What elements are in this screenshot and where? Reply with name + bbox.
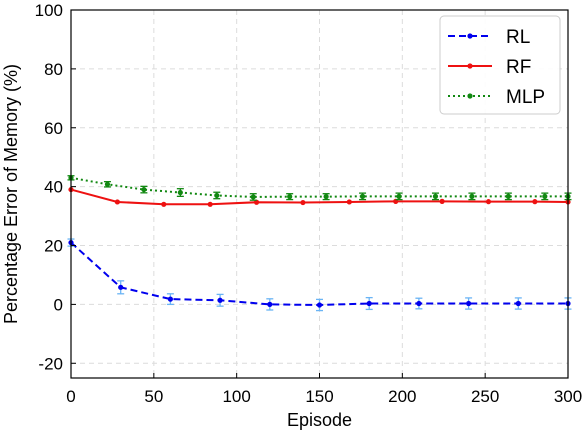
legend-label-rl: RL: [506, 27, 530, 48]
data-point: [505, 193, 511, 199]
legend-marker: [467, 63, 473, 69]
data-point: [323, 194, 329, 200]
data-point: [253, 199, 260, 205]
x-tick-label: 250: [471, 387, 499, 406]
data-point: [207, 201, 213, 207]
legend: RL RF MLP: [439, 15, 561, 115]
x-tick-label: 100: [222, 387, 250, 406]
x-tick-label: 50: [144, 387, 163, 406]
series-line: [70, 188, 569, 206]
data-point: [214, 192, 220, 199]
x-tick-label: 300: [554, 387, 582, 406]
y-tick-label: 100: [35, 1, 63, 20]
x-tick-label: 150: [305, 387, 333, 406]
data-point: [141, 186, 147, 193]
y-tick-label: 80: [44, 60, 63, 79]
x-tick-label: 0: [66, 387, 75, 406]
data-point: [542, 193, 548, 199]
data-point: [167, 296, 173, 302]
y-tick-label: -20: [38, 354, 63, 373]
data-point: [177, 189, 183, 196]
data-point: [114, 199, 120, 205]
x-tick-label: 200: [388, 387, 416, 406]
data-point: [532, 199, 538, 205]
data-point: [485, 199, 492, 205]
data-point: [104, 181, 111, 187]
data-point: [466, 300, 472, 307]
series-layer: [67, 175, 572, 312]
data-point: [346, 199, 352, 205]
data-point: [432, 193, 439, 199]
data-point: [217, 297, 223, 303]
data-point: [439, 198, 445, 204]
legend-box: [439, 15, 561, 115]
legend-marker: [467, 93, 473, 99]
x-axis-label: Episode: [287, 410, 352, 430]
data-point: [287, 194, 293, 200]
series-rf: [68, 186, 571, 207]
data-point: [515, 300, 521, 307]
y-tick-label: 0: [54, 295, 63, 314]
data-point: [396, 193, 402, 199]
data-point: [366, 300, 372, 307]
data-point: [267, 301, 273, 307]
data-point: [118, 284, 124, 290]
y-tick-label: 20: [44, 237, 63, 256]
legend-label-rf: RF: [506, 57, 531, 78]
data-point: [161, 201, 167, 207]
y-tick-label: 40: [44, 178, 63, 197]
data-point: [300, 199, 306, 206]
y-axis-label: Percentage Error of Memory (%): [1, 64, 21, 324]
data-point: [359, 193, 366, 199]
legend-label-mlp: MLP: [506, 87, 545, 108]
data-point: [469, 193, 475, 199]
data-point: [316, 302, 323, 308]
data-point: [416, 300, 422, 307]
y-tick-label: 60: [44, 119, 63, 138]
series-mlp: [67, 175, 572, 201]
legend-marker: [467, 33, 473, 39]
data-point: [250, 194, 256, 200]
